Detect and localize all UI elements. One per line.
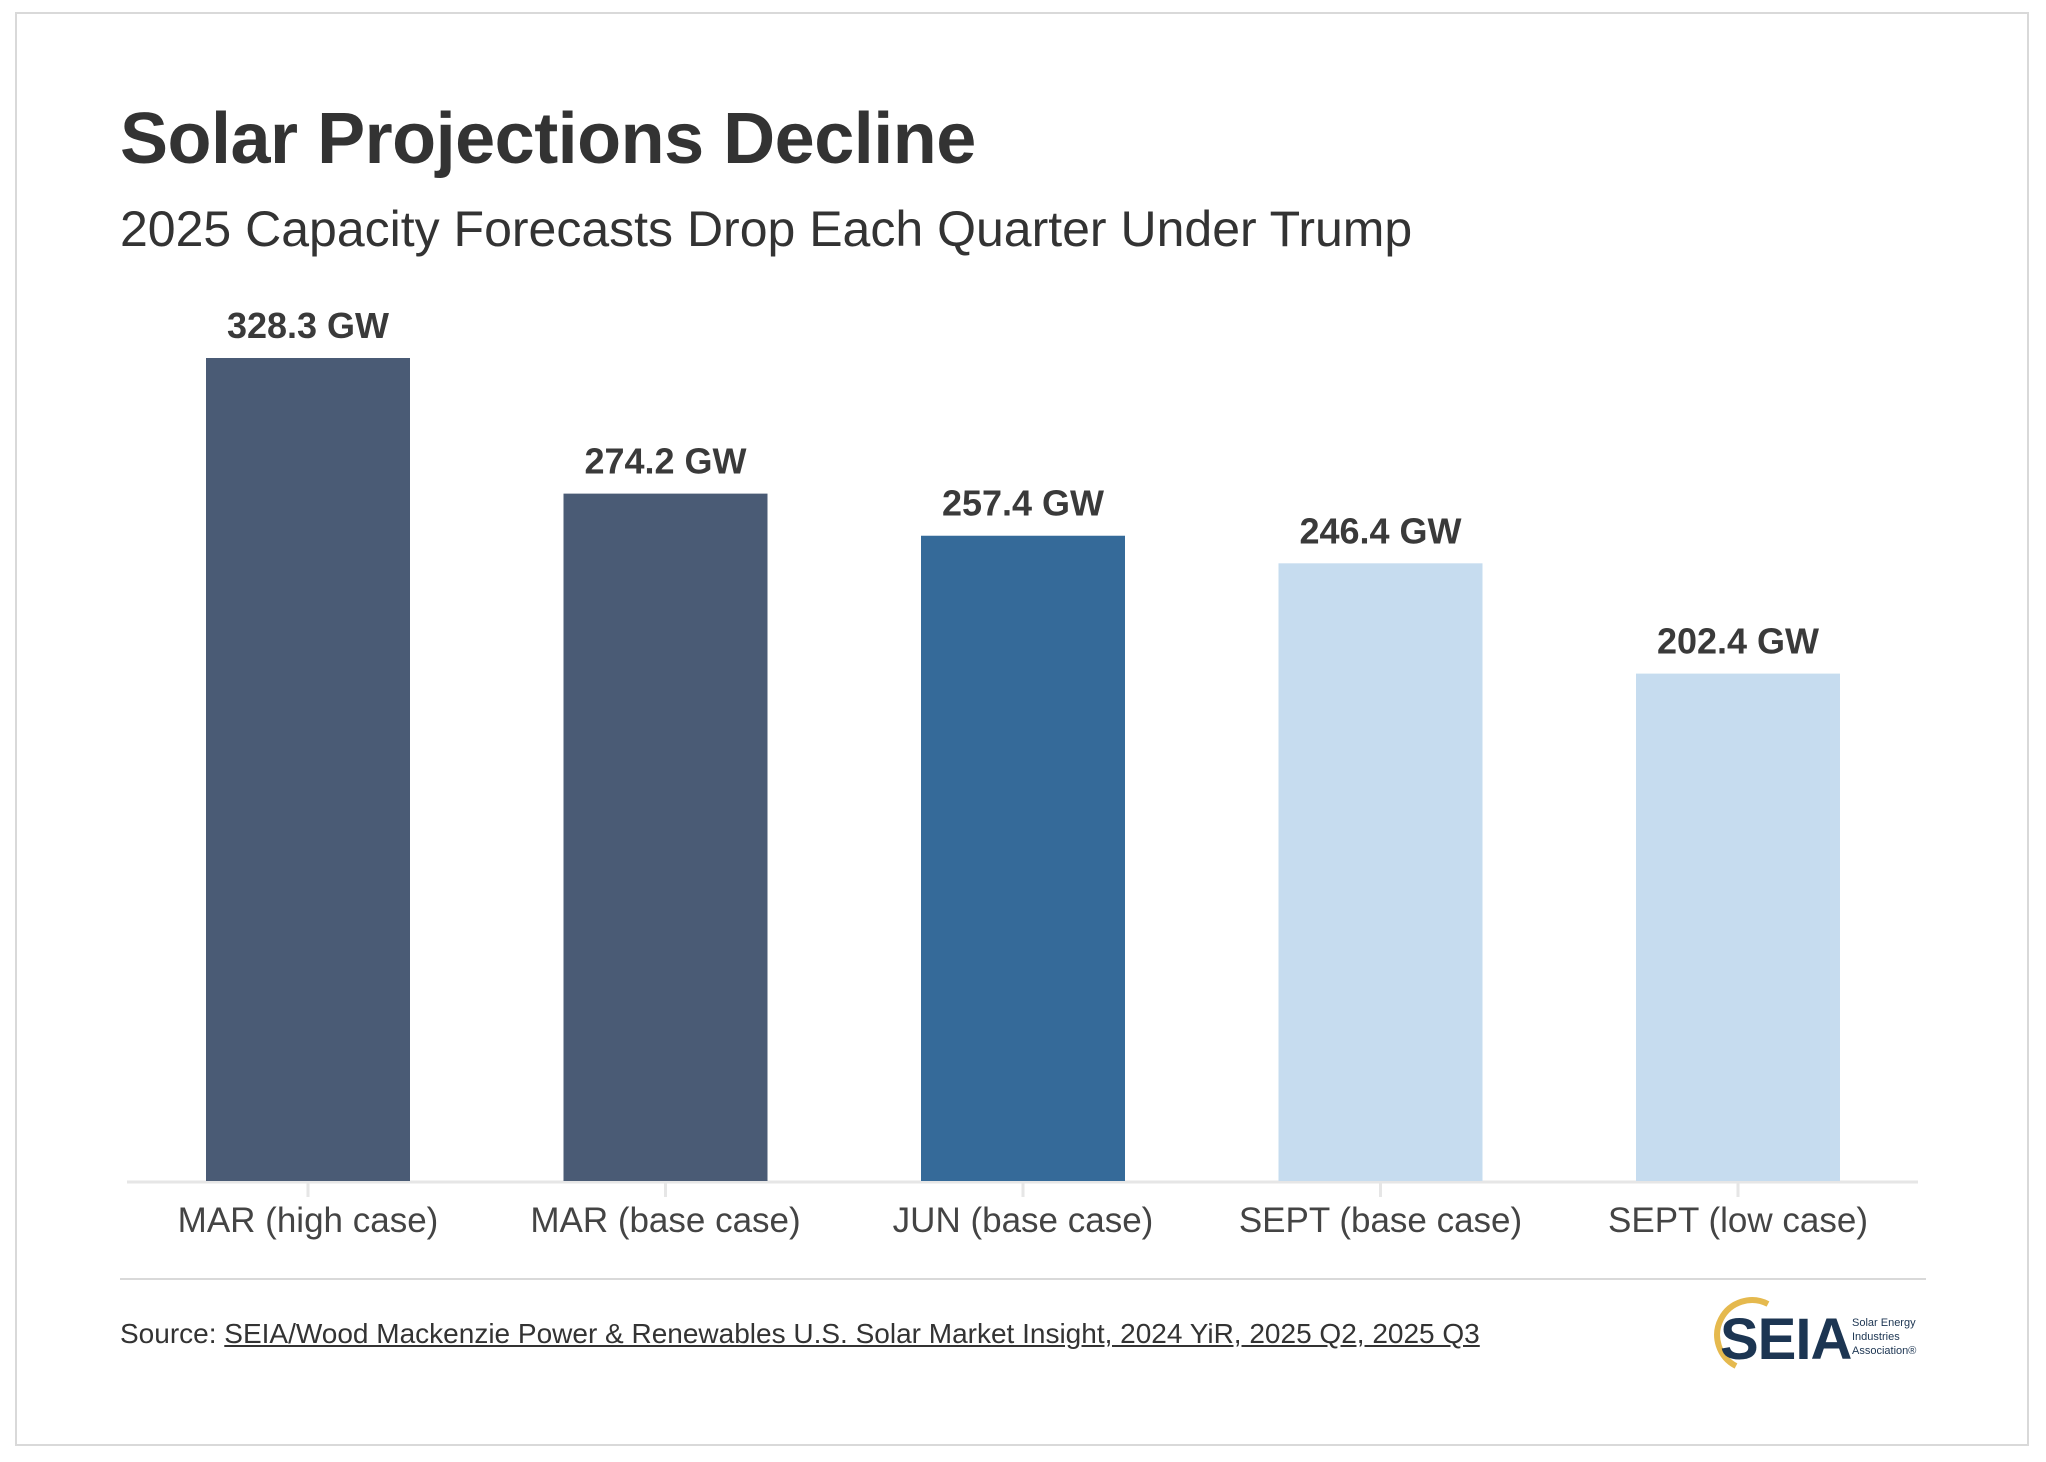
bar	[1636, 673, 1840, 1181]
source-prefix: Source:	[120, 1318, 225, 1349]
data-label: 328.3 GW	[227, 305, 389, 346]
logo-tagline-line3: Association®	[1852, 1345, 1917, 1357]
seia-logo: SEIA Solar Energy Industries Association…	[1706, 1296, 1936, 1376]
bar	[921, 535, 1125, 1181]
logo-wordmark: SEIA	[1720, 1307, 1852, 1372]
logo-tagline-line1: Solar Energy	[1852, 1317, 1916, 1329]
data-label: 246.4 GW	[1299, 510, 1461, 551]
x-tick-label: SEPT (base case)	[1239, 1201, 1522, 1240]
footer-divider	[120, 1278, 1926, 1280]
x-tick-label: MAR (high case)	[178, 1201, 439, 1240]
chart-frame	[15, 12, 2029, 1446]
bar	[563, 493, 768, 1181]
x-tick-label: MAR (base case)	[530, 1201, 800, 1240]
bar	[1278, 563, 1483, 1181]
x-tick-label: JUN (base case)	[893, 1201, 1154, 1240]
x-tick-label: SEPT (low case)	[1608, 1201, 1868, 1240]
chart-subtitle: 2025 Capacity Forecasts Drop Each Quarte…	[120, 201, 1413, 257]
data-label: 257.4 GW	[942, 483, 1104, 524]
data-label: 202.4 GW	[1657, 621, 1819, 662]
logo-tagline: Solar Energy Industries Association®	[1852, 1316, 1936, 1358]
bar	[206, 358, 410, 1181]
source-link[interactable]: SEIA/Wood Mackenzie Power & Renewables U…	[224, 1318, 1480, 1349]
data-label: 274.2 GW	[584, 441, 746, 482]
logo-arc-icon	[1714, 1297, 1770, 1369]
chart-title: Solar Projections Decline	[120, 99, 976, 179]
source-note: Source: SEIA/Wood Mackenzie Power & Rene…	[120, 1318, 1480, 1350]
logo-tagline-line2: Industries	[1852, 1331, 1900, 1343]
